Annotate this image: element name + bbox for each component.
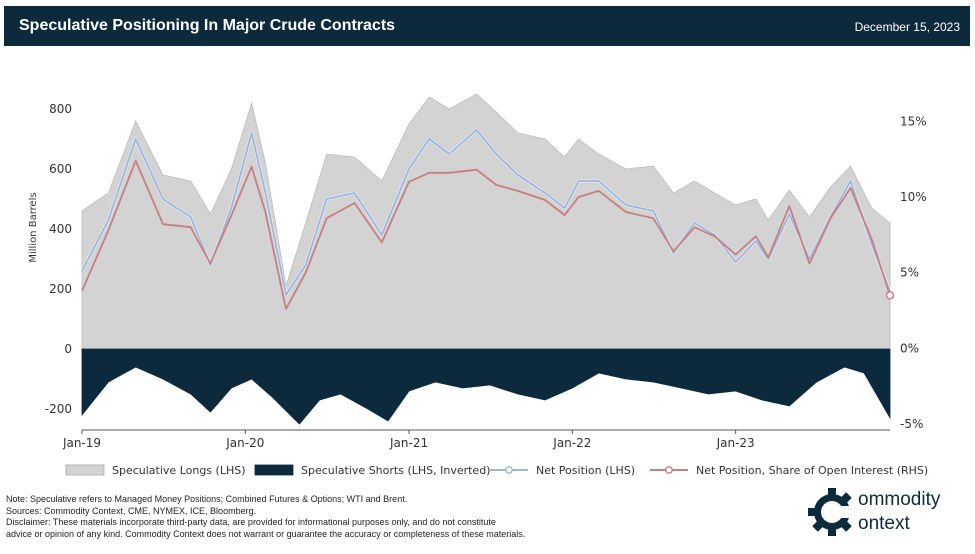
y2-tick-label: 15% (900, 114, 927, 128)
x-tick-label: Jan-22 (552, 436, 591, 450)
legend-label-longs: Speculative Longs (LHS) (112, 464, 246, 477)
header-banner: Speculative Positioning In Major Crude C… (4, 6, 970, 46)
chart-canvas: -200 0 200 400 600 800 -5% 0% 5% 10% 15% Jan-19 Jan-… (28, 93, 928, 477)
x-tick-label: Jan-19 (62, 436, 101, 450)
gear-c-icon (808, 488, 856, 536)
x-tick-label: Jan-20 (225, 436, 264, 450)
y-tick-label: -200 (45, 402, 72, 416)
logo-word-1: ommodity (858, 489, 941, 510)
series-net-line (81, 129, 891, 296)
plot-area (80, 93, 895, 425)
brand-logo: ommodity ontext (806, 480, 966, 546)
legend-label-net: Net Position (LHS) (536, 464, 635, 477)
legend-marker-share (665, 466, 673, 474)
footer-disclaimer-line-1: Disclaimer: These materials incorporate … (6, 517, 496, 527)
legend: Speculative Longs (LHS) Speculative Short… (65, 464, 928, 477)
y-tick-label: 200 (49, 282, 72, 296)
footer-disclaimer-line-2: advice or opinion of any kind. Commodity… (6, 528, 526, 539)
y-axis-title: Million Barrels (28, 192, 39, 262)
legend-marker-net (505, 466, 513, 474)
series-share-endpoint (885, 291, 895, 300)
chart-title: Speculative Positioning In Major Crude C… (19, 17, 396, 34)
axes: -200 0 200 400 600 800 -5% 0% 5% 10% 15% Jan-19 Jan-… (28, 102, 927, 450)
report-date: December 15, 2023 (854, 20, 960, 34)
legend-swatch-longs (65, 464, 105, 476)
x-tick-label: Jan-21 (389, 436, 428, 450)
logo-word-2: ontext (858, 513, 910, 534)
series-shorts-area (81, 348, 891, 425)
x-tick-label: Jan-23 (716, 436, 755, 450)
legend-label-share: Net Position, Share of Open Interest (RH… (696, 464, 928, 477)
y-tick-label: 0 (64, 342, 72, 356)
legend-swatch-shorts (254, 464, 294, 476)
series-longs-area (81, 93, 891, 350)
y2-tick-label: 10% (900, 190, 927, 204)
series-share-line (81, 159, 891, 310)
footer-notes: Note: Speculative refers to Managed Mone… (6, 494, 796, 540)
y2-tick-label: 0% (900, 341, 919, 355)
y-tick-label: 600 (49, 162, 72, 176)
legend-label-shorts: Speculative Shorts (LHS, Inverted) (301, 464, 490, 477)
footer-sources: Sources: Commodity Context, CME, NYMEX, … (6, 505, 257, 516)
y-tick-label: 400 (49, 222, 72, 236)
y2-tick-label: 5% (900, 266, 919, 280)
footer-note: Note: Speculative refers to Managed Mone… (6, 494, 408, 504)
y2-tick-label: -5% (900, 417, 923, 431)
y-tick-label: 800 (49, 102, 72, 116)
